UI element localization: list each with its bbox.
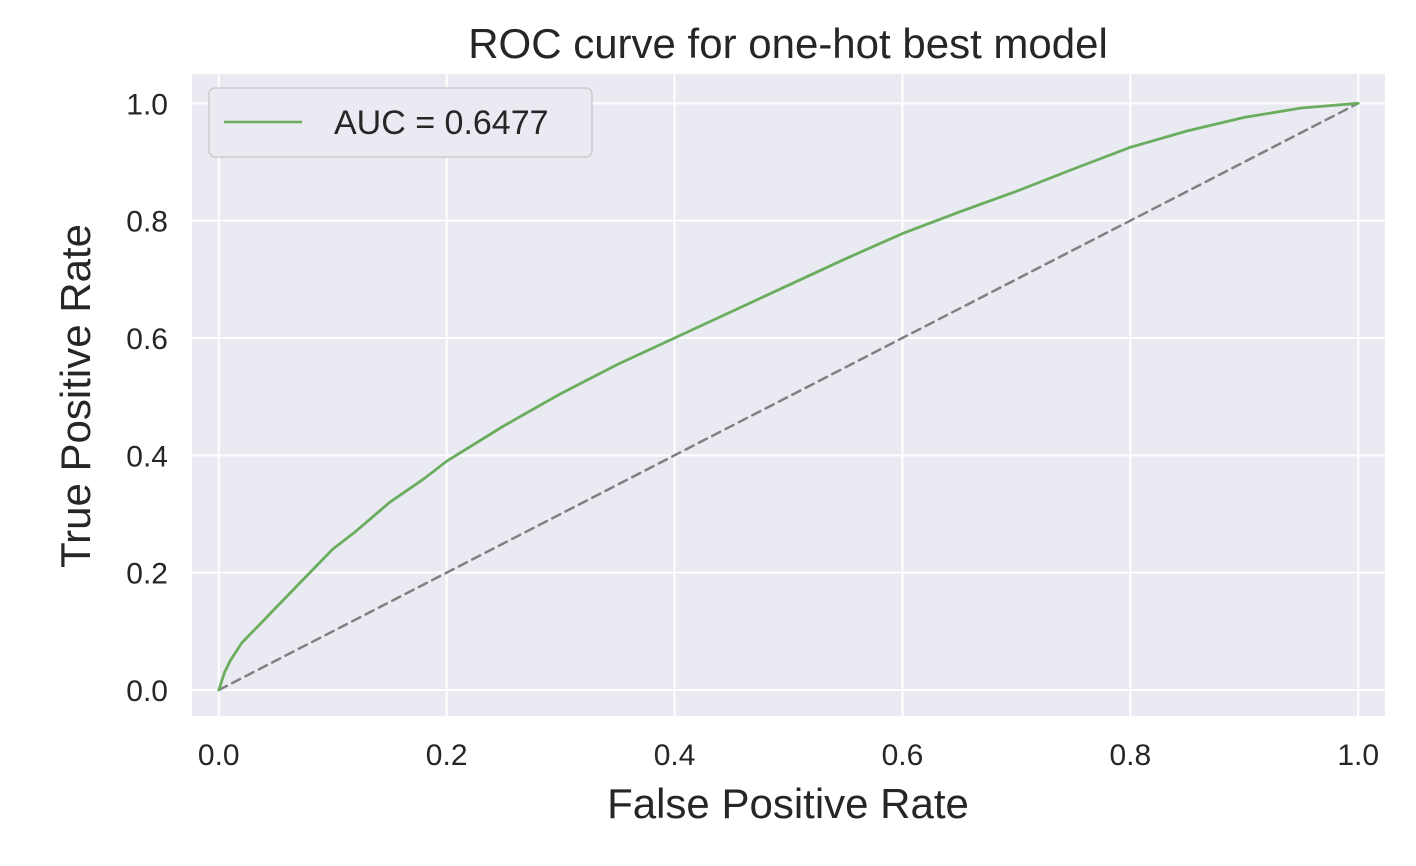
x-tick-label: 0.2 xyxy=(426,739,468,772)
tick-labels: 0.0 0.2 0.4 0.6 0.8 1.0 0.0 0.2 0.4 0.6 0.8 1.0 xyxy=(126,88,1379,772)
y-tick-label: 0.6 xyxy=(126,323,168,356)
chart-title: ROC curve for one-hot best model xyxy=(468,20,1108,67)
legend-entry-label: AUC = 0.6477 xyxy=(334,104,549,142)
plot-area xyxy=(192,74,1385,716)
y-tick-label: 0.4 xyxy=(126,440,168,473)
legend: AUC = 0.6477 xyxy=(208,87,593,158)
y-tick-label: 0.8 xyxy=(126,206,168,239)
x-axis-label: False Positive Rate xyxy=(607,780,969,827)
y-tick-label: 1.0 xyxy=(126,88,168,121)
x-tick-label: 0.6 xyxy=(882,739,924,772)
x-tick-label: 0.0 xyxy=(198,739,240,772)
chance-diagonal-line xyxy=(217,102,1360,692)
y-axis-label: True Positive Rate xyxy=(52,224,99,568)
series-layer xyxy=(217,101,1360,692)
y-tick-label: 0.0 xyxy=(126,675,168,708)
x-tick-label: 0.4 xyxy=(654,739,696,772)
legend-box xyxy=(208,87,593,158)
x-tick-label: 1.0 xyxy=(1337,739,1379,772)
x-tick-label: 0.8 xyxy=(1109,739,1151,772)
y-tick-label: 0.2 xyxy=(126,558,168,591)
roc-curve-line xyxy=(217,101,1360,692)
